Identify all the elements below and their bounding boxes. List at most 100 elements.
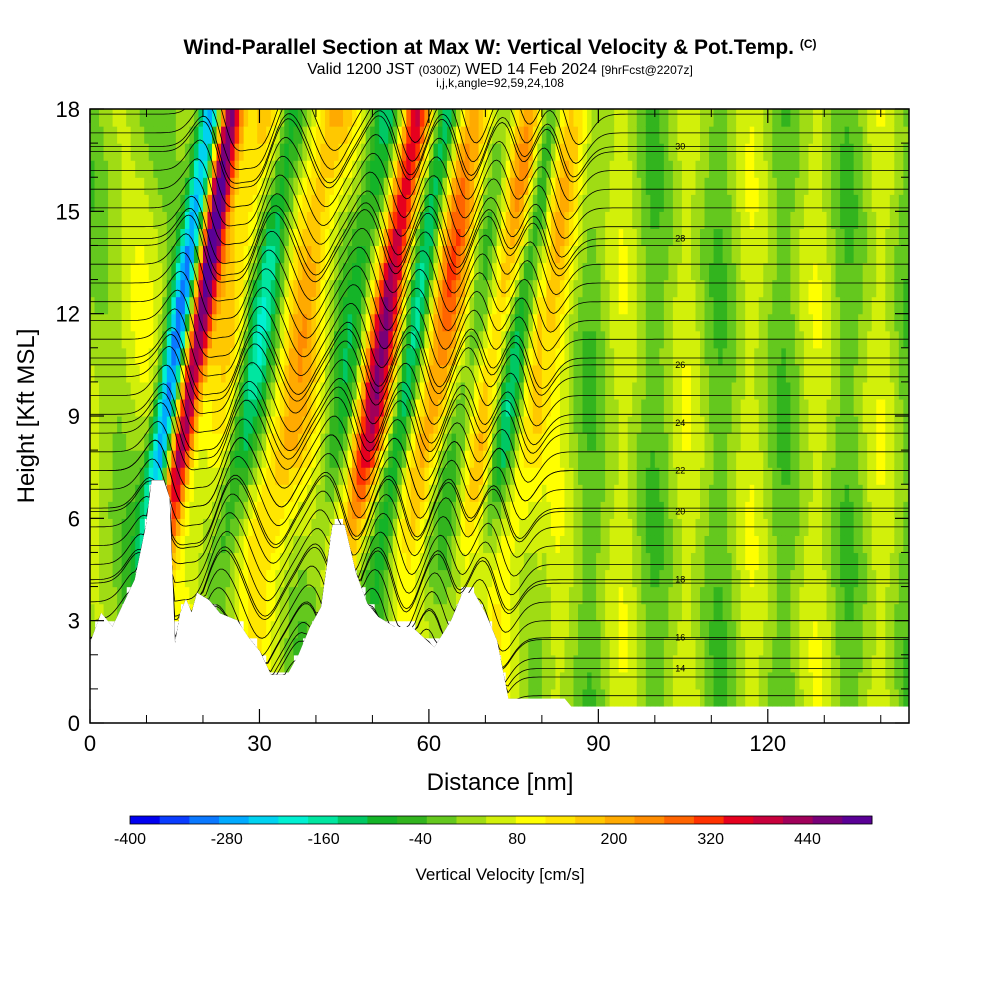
- field-cell: [650, 177, 656, 195]
- field-cell: [315, 381, 322, 400]
- field-cell: [772, 535, 778, 554]
- field-cell: [94, 416, 100, 434]
- field-cell: [510, 279, 516, 298]
- field-cell: [645, 552, 651, 571]
- field-cell: [695, 654, 701, 673]
- field-cell: [763, 296, 769, 315]
- field-cell: [126, 433, 132, 451]
- field-cell: [514, 126, 520, 144]
- field-cell: [654, 177, 660, 195]
- field-cell: [266, 654, 272, 673]
- field-cell: [709, 450, 715, 468]
- field-cell: [144, 109, 150, 127]
- field-cell: [731, 654, 737, 673]
- field-cell: [419, 177, 425, 195]
- field-cell: [306, 381, 313, 400]
- field-cell: [532, 603, 538, 622]
- field-cell: [266, 313, 272, 332]
- field-cell: [456, 416, 462, 434]
- field-cell: [221, 211, 227, 229]
- field-cell: [139, 279, 145, 298]
- field-cell: [442, 569, 448, 588]
- field-cell: [578, 109, 584, 127]
- field-cell: [718, 688, 724, 707]
- field-cell: [650, 160, 656, 178]
- field-cell: [496, 637, 502, 656]
- field-cell: [709, 569, 715, 588]
- field-cell: [230, 450, 236, 468]
- field-cell: [745, 194, 751, 212]
- field-cell: [758, 211, 764, 229]
- field-cell: [541, 296, 547, 315]
- field-cell: [216, 347, 222, 366]
- field-cell: [555, 109, 561, 127]
- field-cell: [727, 654, 733, 673]
- field-cell: [297, 518, 303, 536]
- field-cell: [781, 552, 787, 571]
- field-cell: [654, 228, 660, 247]
- field-cell: [645, 671, 651, 690]
- field-cell: [645, 416, 651, 434]
- field-cell: [559, 620, 566, 639]
- field-cell: [130, 381, 136, 400]
- field-cell: [763, 450, 769, 468]
- field-cell: [587, 211, 593, 229]
- field-cell: [496, 330, 502, 349]
- field-cell: [410, 535, 416, 554]
- field-cell: [108, 569, 114, 588]
- field-cell: [550, 620, 557, 639]
- field-cell: [442, 552, 448, 571]
- field-cell: [745, 313, 751, 332]
- field-cell: [379, 484, 385, 502]
- field-cell: [103, 313, 109, 332]
- field-cell: [501, 143, 507, 161]
- field-cell: [672, 347, 679, 366]
- field-cell: [537, 160, 543, 178]
- field-cell: [623, 398, 629, 417]
- field-cell: [157, 109, 163, 127]
- field-cell: [614, 364, 620, 383]
- field-cell: [790, 228, 796, 247]
- field-cell: [596, 381, 602, 400]
- field-cell: [370, 126, 376, 144]
- field-cell: [767, 501, 773, 519]
- field-cell: [248, 552, 254, 571]
- field-cell: [410, 330, 416, 349]
- field-cell: [126, 501, 132, 519]
- field-cell: [519, 381, 525, 400]
- field-cell: [799, 467, 805, 485]
- field-cell: [352, 433, 358, 451]
- field-cell: [672, 160, 679, 178]
- field-cell: [401, 433, 407, 451]
- field-cell: [135, 450, 141, 468]
- field-cell: [731, 177, 737, 195]
- field-cell: [564, 552, 570, 571]
- field-cell: [261, 313, 267, 332]
- field-cell: [695, 569, 701, 588]
- field-cell: [546, 671, 552, 690]
- field-cell: [709, 586, 715, 605]
- field-cell: [437, 603, 444, 622]
- field-cell: [596, 211, 602, 229]
- field-cell: [541, 501, 547, 519]
- field-cell: [284, 364, 290, 383]
- field-cell: [794, 416, 801, 434]
- field-cell: [596, 637, 602, 656]
- field-cell: [731, 398, 737, 417]
- field-cell: [157, 296, 163, 315]
- field-cell: [546, 347, 552, 366]
- field-cell: [790, 347, 796, 366]
- field-cell: [446, 194, 453, 212]
- field-cell: [361, 416, 367, 434]
- field-cell: [302, 296, 308, 315]
- field-cell: [718, 433, 724, 451]
- field-cell: [532, 654, 538, 673]
- field-cell: [623, 654, 629, 673]
- field-cell: [519, 262, 525, 281]
- field-cell: [736, 211, 742, 229]
- field-cell: [270, 381, 276, 400]
- field-cell: [654, 313, 660, 332]
- field-cell: [410, 279, 416, 298]
- field-cell: [108, 211, 114, 229]
- field-cell: [388, 467, 394, 485]
